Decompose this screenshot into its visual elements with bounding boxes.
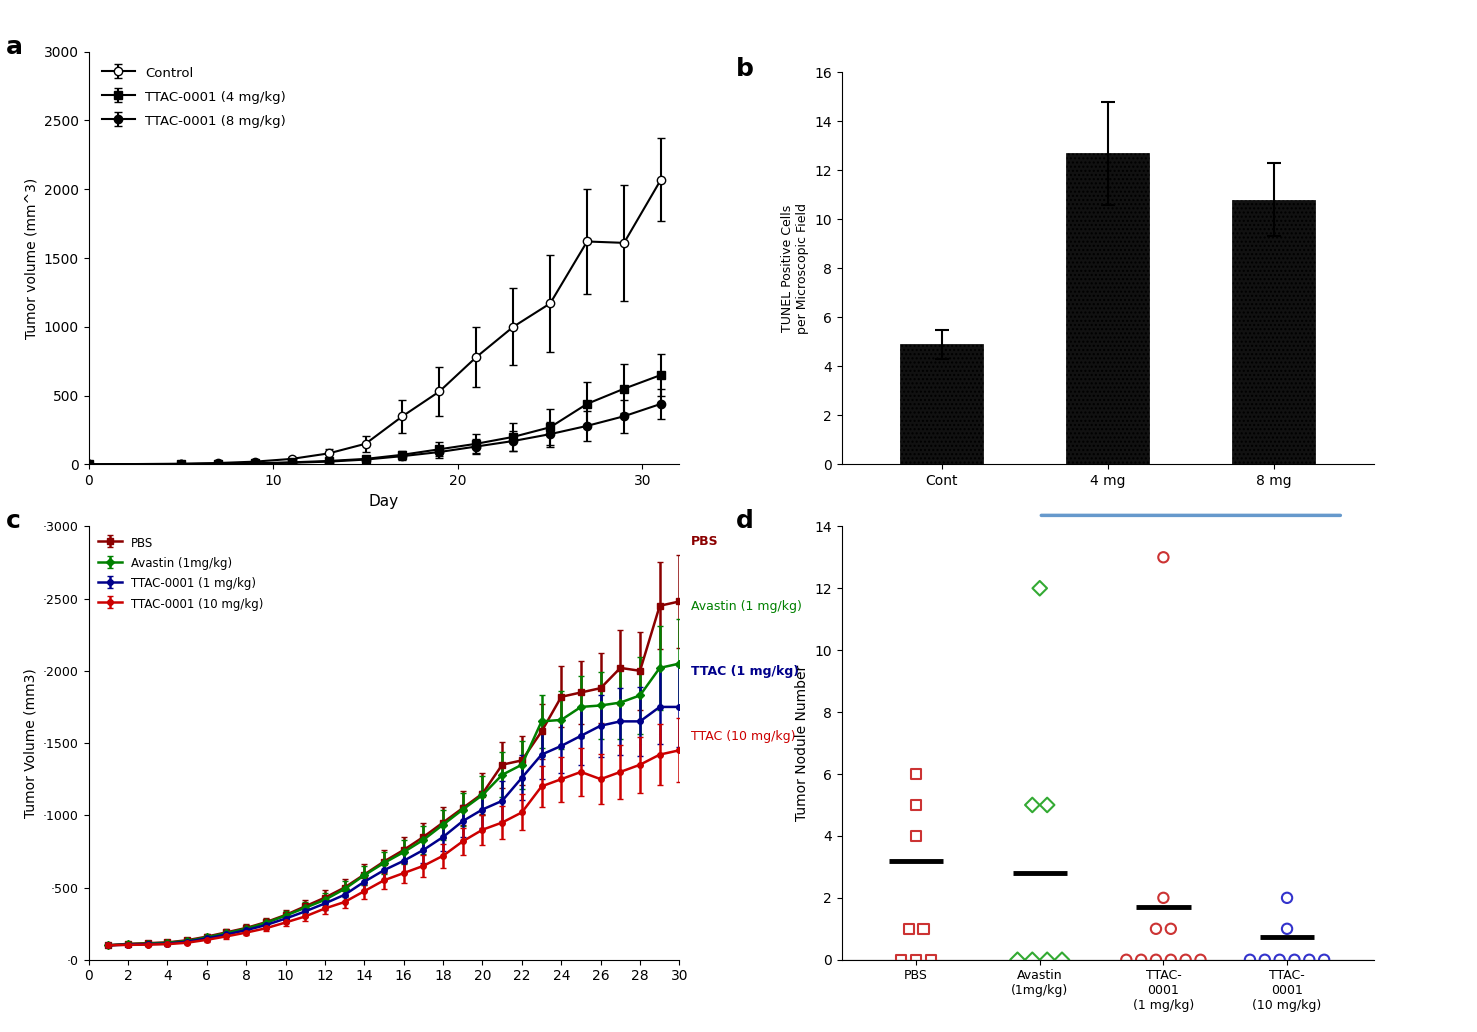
- Point: [1028, 580, 1052, 596]
- Point: [1021, 952, 1044, 968]
- Point: [1297, 952, 1320, 968]
- Legend: PBS, Avastin (1mg/kg), TTAC-0001 (1 mg/kg), TTAC-0001 (10 mg/kg): PBS, Avastin (1mg/kg), TTAC-0001 (1 mg/k…: [95, 533, 267, 615]
- Text: TTAC-0001: TTAC-0001: [1140, 551, 1241, 569]
- Bar: [1066, 153, 1149, 464]
- Y-axis label: Tumor Nodule Number: Tumor Nodule Number: [795, 665, 809, 821]
- Text: Avastin (1 mg/kg): Avastin (1 mg/kg): [691, 600, 802, 613]
- Point: [1152, 549, 1176, 566]
- Y-axis label: Tumor volume (mm^3): Tumor volume (mm^3): [24, 178, 38, 338]
- Text: TTAC (10 mg/kg): TTAC (10 mg/kg): [691, 730, 796, 743]
- Point: [904, 797, 928, 813]
- Text: d: d: [736, 509, 753, 533]
- Point: [1035, 797, 1059, 813]
- Text: c: c: [6, 509, 21, 533]
- Point: [1115, 952, 1139, 968]
- Bar: [1232, 199, 1316, 464]
- Point: [904, 952, 928, 968]
- Text: a: a: [6, 35, 24, 59]
- Text: b: b: [736, 57, 753, 80]
- Point: [1159, 921, 1183, 937]
- Point: [889, 952, 913, 968]
- Point: [904, 828, 928, 844]
- Text: PBS: PBS: [691, 535, 719, 548]
- Y-axis label: TUNEL Positive Cells
per Microscopic Field: TUNEL Positive Cells per Microscopic Fie…: [781, 203, 809, 333]
- Point: [1050, 952, 1074, 968]
- Point: [1035, 952, 1059, 968]
- Point: [1267, 952, 1291, 968]
- Point: [1174, 952, 1198, 968]
- Point: [1130, 952, 1154, 968]
- Legend: Control, TTAC-0001 (4 mg/kg), TTAC-0001 (8 mg/kg): Control, TTAC-0001 (4 mg/kg), TTAC-0001 …: [95, 58, 292, 135]
- Point: [1189, 952, 1213, 968]
- Text: TTAC (1 mg/kg): TTAC (1 mg/kg): [691, 665, 799, 678]
- Point: [1159, 952, 1183, 968]
- Point: [1275, 890, 1298, 906]
- Y-axis label: Tumor Volume (mm3): Tumor Volume (mm3): [24, 668, 37, 818]
- Point: [904, 766, 928, 782]
- Bar: [899, 345, 984, 464]
- Point: [1152, 890, 1176, 906]
- Point: [1021, 797, 1044, 813]
- Point: [1282, 952, 1306, 968]
- Point: [1238, 952, 1261, 968]
- Point: [1145, 952, 1168, 968]
- Point: [1006, 952, 1029, 968]
- Point: [1252, 952, 1276, 968]
- X-axis label: Day: Day: [369, 493, 399, 509]
- Point: [897, 921, 920, 937]
- Point: [1145, 921, 1168, 937]
- Point: [911, 921, 935, 937]
- Point: [1275, 921, 1298, 937]
- Point: [919, 952, 942, 968]
- Point: [1313, 952, 1337, 968]
